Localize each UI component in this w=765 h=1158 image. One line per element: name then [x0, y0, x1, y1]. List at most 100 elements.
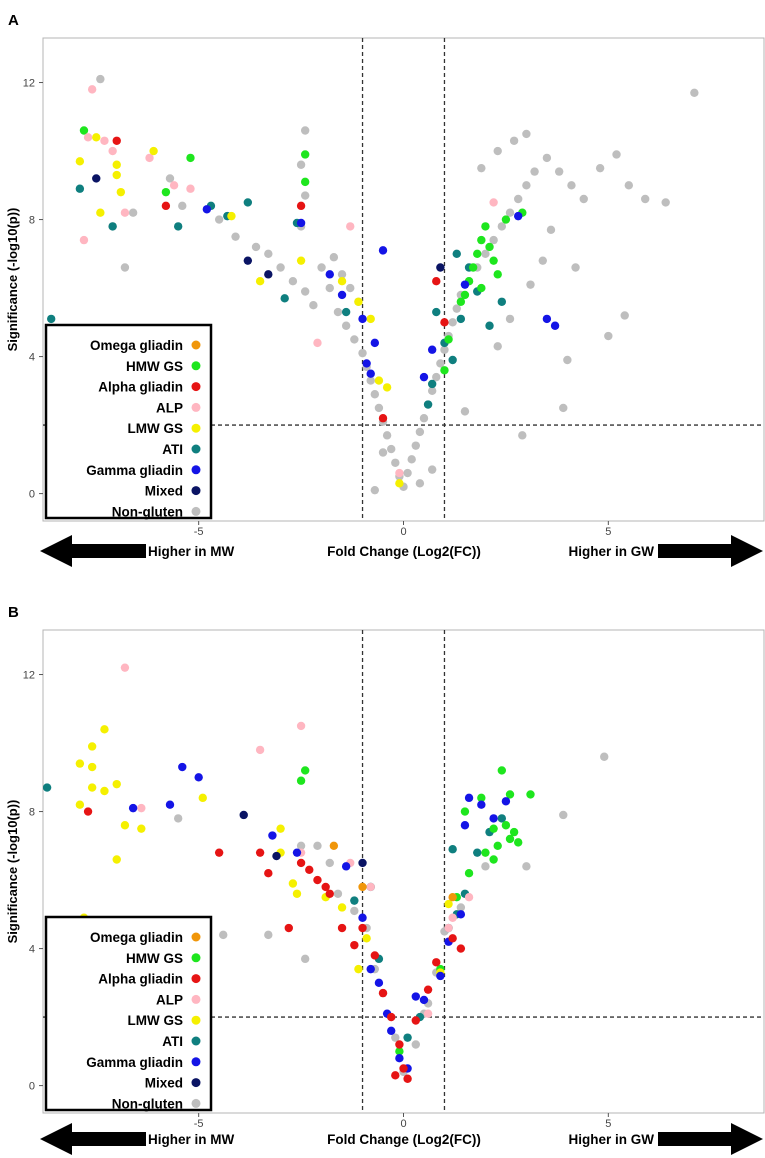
point-hmw-gs: [497, 766, 507, 775]
point-non-gluten: [509, 136, 519, 145]
point-alp: [100, 136, 109, 145]
point-non-gluten: [493, 146, 502, 156]
point-alpha-gliadin: [370, 951, 380, 960]
point-alpha-gliadin: [432, 958, 441, 967]
point-mixed: [92, 174, 101, 183]
point-hmw-gs: [460, 290, 470, 300]
point-non-gluten: [391, 1033, 400, 1042]
panel-label: B: [8, 604, 19, 621]
point-non-gluten: [350, 906, 359, 916]
point-hmw-gs: [300, 150, 310, 159]
point-ati: [448, 845, 457, 854]
point-gamma-gliadin: [419, 372, 429, 382]
point-non-gluten: [276, 263, 285, 272]
point-hmw-gs: [489, 824, 498, 833]
legend-swatch: [191, 1036, 201, 1046]
y-tick-label: 8: [29, 215, 35, 227]
point-alpha-gliadin: [387, 1012, 396, 1022]
point-non-gluten: [481, 249, 490, 259]
legend-swatch: [191, 506, 201, 516]
point-non-gluten: [522, 181, 531, 190]
point-gamma-gliadin: [411, 992, 420, 1001]
point-ati: [452, 249, 461, 259]
legend-swatch: [191, 1057, 201, 1067]
point-lmw-gs: [75, 800, 85, 809]
legend-label: Omega gliadin: [90, 930, 183, 945]
point-hmw-gs: [79, 126, 89, 135]
x-tick-label: -5: [194, 526, 204, 538]
point-hmw-gs: [473, 249, 482, 259]
point-hmw-gs: [493, 270, 502, 279]
point-gamma-gliadin: [542, 314, 552, 324]
point-alpha-gliadin: [440, 318, 449, 327]
point-mixed: [272, 851, 281, 861]
point-ati: [173, 222, 183, 231]
point-lmw-gs: [75, 157, 85, 166]
point-gamma-gliadin: [460, 821, 470, 830]
legend-swatch: [191, 340, 201, 350]
point-alpha-gliadin: [403, 1074, 412, 1083]
point-alp: [448, 913, 457, 922]
point-non-gluten: [370, 485, 380, 495]
point-non-gluten: [374, 403, 384, 413]
point-lmw-gs: [337, 277, 347, 286]
legend-label: LMW GS: [128, 1013, 184, 1028]
arrow-left-icon: [40, 1123, 146, 1155]
point-hmw-gs: [501, 821, 511, 830]
point-alpha-gliadin: [284, 923, 293, 933]
point-alp: [186, 184, 195, 193]
legend-swatch: [191, 444, 201, 454]
point-lmw-gs: [395, 479, 404, 488]
point-non-gluten: [317, 263, 326, 272]
point-non-gluten: [493, 342, 502, 351]
point-hmw-gs: [296, 776, 306, 785]
point-alpha-gliadin: [325, 889, 334, 898]
point-non-gluten: [231, 232, 240, 241]
point-gamma-gliadin: [366, 369, 375, 378]
point-non-gluten: [415, 427, 425, 437]
point-alpha-gliadin: [214, 848, 224, 857]
legend-label: HMW GS: [126, 359, 183, 374]
point-lmw-gs: [137, 824, 146, 833]
point-hmw-gs: [481, 222, 490, 231]
legend-box: [44, 915, 213, 1112]
point-lmw-gs: [100, 786, 109, 796]
point-gamma-gliadin: [477, 800, 486, 809]
point-alpha-gliadin: [448, 934, 457, 943]
point-non-gluten: [264, 249, 273, 259]
point-alp: [79, 235, 89, 245]
point-non-gluten: [640, 194, 650, 204]
point-non-gluten: [309, 300, 318, 310]
point-non-gluten: [477, 163, 486, 173]
point-gamma-gliadin: [268, 831, 277, 840]
point-lmw-gs: [87, 762, 97, 772]
point-lmw-gs: [112, 779, 121, 789]
point-non-gluten: [563, 355, 572, 365]
point-non-gluten: [415, 479, 425, 488]
point-non-gluten: [346, 283, 355, 293]
point-hmw-gs: [186, 153, 195, 163]
point-non-gluten: [505, 314, 515, 324]
point-non-gluten: [661, 198, 670, 207]
point-non-gluten: [559, 810, 568, 820]
point-hmw-gs: [493, 841, 502, 851]
legend-swatch: [191, 1015, 201, 1025]
point-non-gluten: [333, 889, 343, 898]
point-hmw-gs: [526, 790, 535, 799]
arrow-left-label: Higher in MW: [148, 1132, 234, 1147]
point-alpha-gliadin: [378, 988, 388, 998]
point-non-gluten: [460, 407, 470, 416]
panel-label: A: [8, 12, 19, 29]
y-tick-label: 4: [29, 352, 35, 364]
point-omega-gliadin: [448, 892, 457, 902]
point-non-gluten: [300, 191, 310, 200]
legend-swatch: [191, 382, 201, 392]
point-non-gluten: [514, 194, 523, 204]
point-non-gluten: [497, 222, 507, 231]
point-alp: [395, 468, 404, 478]
point-hmw-gs: [509, 827, 519, 837]
point-non-gluten: [690, 88, 699, 98]
point-alp: [83, 133, 93, 142]
y-axis-label: Significance (-log10(p)): [5, 800, 20, 944]
legend-label: Alpha gliadin: [98, 380, 183, 395]
